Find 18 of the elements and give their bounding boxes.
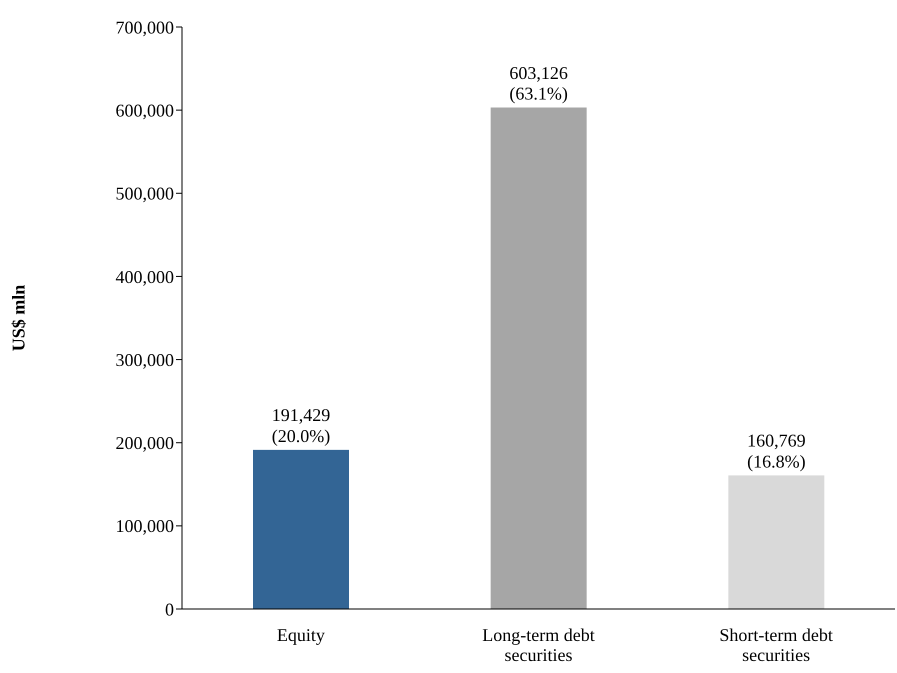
bar bbox=[490, 108, 587, 609]
y-tick-label: 700,000 bbox=[116, 17, 174, 38]
data-label: 603,126 (63.1%) bbox=[509, 62, 568, 104]
y-tick-label: 600,000 bbox=[116, 100, 174, 121]
x-tick-label: Long-term debt securities bbox=[482, 625, 595, 665]
bar bbox=[728, 475, 824, 609]
y-tick-label: 500,000 bbox=[116, 184, 174, 204]
y-tick-label: 400,000 bbox=[116, 266, 174, 287]
x-tick-label: Equity bbox=[276, 625, 325, 646]
data-label: 160,769 (16.8%) bbox=[747, 430, 806, 472]
y-tick-label: 300,000 bbox=[116, 350, 174, 370]
y-tick-label: 200,000 bbox=[116, 433, 174, 454]
y-tick-label: 0 bbox=[165, 599, 174, 620]
y-axis-title: US$ mln bbox=[8, 284, 28, 352]
x-tick-label: Short-term debt securities bbox=[719, 625, 833, 665]
bar bbox=[253, 450, 349, 609]
data-label: 191,429 (20.0%) bbox=[272, 405, 330, 446]
y-tick-label: 100,000 bbox=[116, 516, 174, 536]
